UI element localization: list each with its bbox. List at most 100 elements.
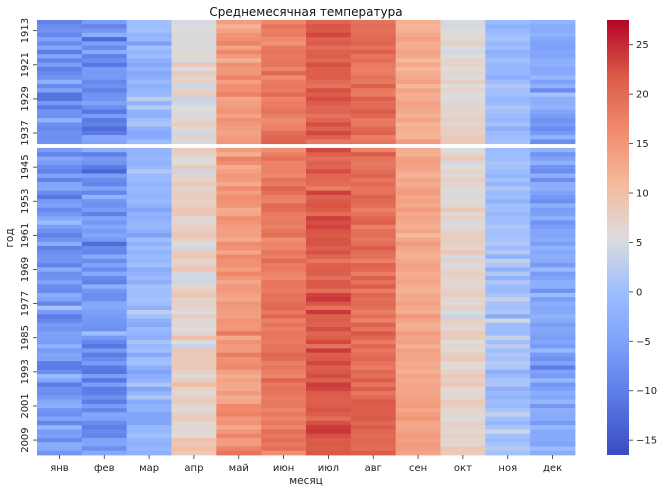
heatmap-cell	[37, 335, 83, 341]
heatmap-cell	[126, 122, 172, 128]
heatmap-cell	[395, 437, 441, 443]
heatmap-cell	[395, 420, 441, 426]
heatmap-cell	[37, 177, 83, 183]
heatmap-cell	[350, 310, 397, 315]
heatmap-cell	[306, 310, 352, 315]
y-tick-label: 1953	[20, 189, 31, 214]
heatmap-cell	[171, 220, 217, 226]
heatmap-cell	[126, 322, 172, 328]
heatmap-cell	[171, 165, 217, 170]
heatmap-cell	[350, 28, 397, 34]
heatmap-cell	[81, 408, 128, 413]
y-axis-label: год	[4, 228, 16, 247]
heatmap-cell	[530, 271, 576, 277]
heatmap-cell	[81, 386, 128, 392]
heatmap-cell	[395, 314, 441, 319]
heatmap-cell	[216, 352, 262, 358]
heatmap-cell	[395, 412, 441, 418]
heatmap-cell	[530, 382, 576, 388]
heatmap-cell	[81, 79, 128, 85]
heatmap-cell	[306, 20, 352, 25]
heatmap-cell	[81, 75, 128, 81]
heatmap-cell	[216, 165, 262, 170]
heatmap-cell	[485, 250, 531, 255]
heatmap-cell	[306, 335, 352, 341]
heatmap-cell	[81, 41, 128, 46]
heatmap-cell	[306, 182, 352, 187]
heatmap-cell	[216, 399, 262, 405]
heatmap-cell	[261, 271, 307, 277]
heatmap-cell	[306, 267, 352, 273]
heatmap-cell	[81, 109, 128, 115]
heatmap-cell	[261, 83, 307, 89]
heatmap-cell	[395, 101, 441, 106]
heatmap-cell	[171, 186, 217, 191]
heatmap-cell	[171, 280, 217, 285]
heatmap-cell	[81, 425, 128, 430]
heatmap-cell	[171, 361, 217, 366]
heatmap-cell	[126, 118, 172, 123]
heatmap-cell	[485, 160, 531, 166]
heatmap-cell	[261, 382, 307, 388]
heatmap-cell	[485, 220, 531, 226]
heatmap-cell	[485, 109, 531, 115]
heatmap-cell	[350, 75, 397, 81]
heatmap-cell	[440, 126, 486, 132]
heatmap-cell	[440, 220, 486, 226]
heatmap-cell	[37, 54, 83, 59]
heatmap-cell	[171, 288, 217, 294]
heatmap-cell	[81, 339, 128, 345]
heatmap-cell	[485, 177, 531, 183]
heatmap-cell	[171, 246, 217, 251]
heatmap-cell	[171, 378, 217, 383]
heatmap-cell	[350, 420, 397, 426]
heatmap-cell	[171, 156, 217, 162]
heatmap-cell	[81, 318, 128, 324]
heatmap-cell	[261, 173, 307, 179]
heatmap-cell	[395, 246, 441, 251]
heatmap-cell	[261, 420, 307, 426]
heatmap-cell	[440, 228, 486, 234]
heatmap-cell	[350, 156, 397, 162]
heatmap-cell	[37, 386, 83, 392]
heatmap-cell	[37, 216, 83, 221]
heatmap-cell	[37, 169, 83, 174]
heatmap-cell	[37, 403, 83, 409]
heatmap-cell	[395, 395, 441, 400]
heatmap-cell	[485, 169, 531, 174]
heatmap-cell	[261, 416, 307, 422]
heatmap-cell	[37, 37, 83, 42]
heatmap-cell	[126, 220, 172, 226]
heatmap-cell	[261, 437, 307, 443]
heatmap-cell	[261, 113, 307, 119]
heatmap-cell	[530, 45, 576, 51]
x-tick-label: авг	[365, 463, 382, 474]
heatmap-cell	[261, 429, 307, 435]
heatmap-cell	[216, 318, 262, 324]
heatmap-cell	[171, 437, 217, 443]
heatmap-cell	[126, 228, 172, 234]
heatmap-cell	[37, 220, 83, 226]
heatmap-cell	[81, 58, 128, 64]
x-tick-label: июн	[273, 463, 294, 474]
heatmap-cell	[37, 369, 83, 375]
heatmap-cell	[485, 228, 531, 234]
heatmap-cell	[306, 173, 352, 179]
heatmap-cell	[216, 403, 262, 409]
heatmap-cell	[37, 199, 83, 204]
heatmap-cell	[171, 310, 217, 315]
heatmap-cell	[440, 322, 486, 328]
heatmap-cell	[216, 356, 262, 362]
heatmap-cell	[81, 20, 128, 25]
heatmap-cell	[126, 305, 172, 311]
heatmap-cell	[216, 297, 262, 302]
heatmap-cell	[216, 284, 262, 290]
heatmap-cell	[171, 267, 217, 273]
heatmap-cell	[530, 395, 576, 400]
heatmap-cell	[216, 267, 262, 273]
heatmap-cell	[216, 369, 262, 375]
heatmap-cell	[126, 403, 172, 409]
heatmap-cell	[350, 49, 397, 55]
heatmap-cell	[350, 109, 397, 115]
heatmap-cell	[216, 203, 262, 209]
